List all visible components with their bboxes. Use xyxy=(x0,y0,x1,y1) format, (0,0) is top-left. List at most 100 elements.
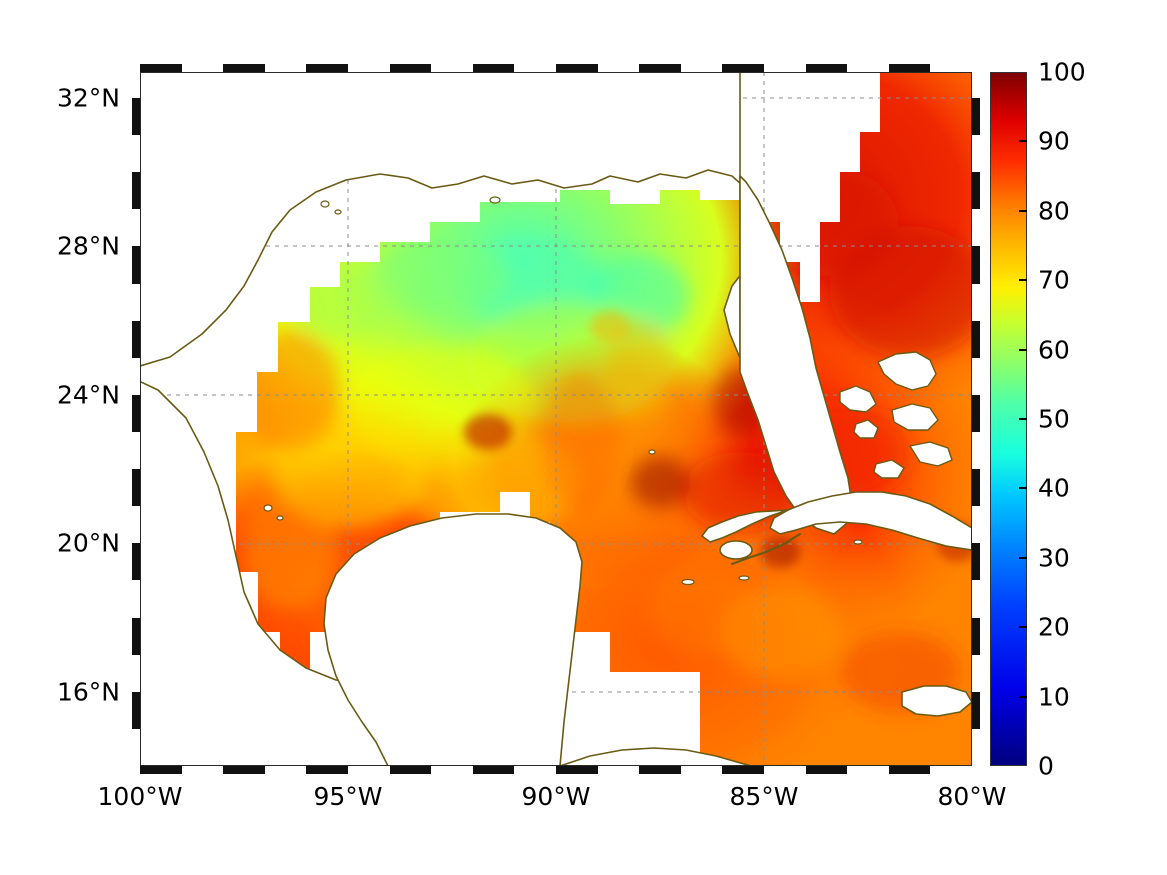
colorbar-tick-mark-5 xyxy=(1019,418,1027,420)
colorbar-tick-mark-4 xyxy=(1019,487,1027,490)
frame-tick-block xyxy=(514,766,556,774)
frame-tick-block xyxy=(805,766,848,774)
colorbar-tick-label-2: 20 xyxy=(1038,612,1070,642)
frame-tick-block xyxy=(132,654,140,692)
frame-tick-block xyxy=(805,64,848,72)
frame-tick-block xyxy=(972,691,980,729)
frame-tick-block xyxy=(888,766,931,774)
frame-tick-block xyxy=(132,209,140,247)
colorbar[interactable]: 0 10 20 30 40 50 60 70 80 90 100 xyxy=(990,60,1086,779)
ytick-label-0: 16°N xyxy=(56,677,120,707)
colorbar-tick-label-9: 90 xyxy=(1038,126,1070,156)
coast-us-gulf-outline xyxy=(140,72,763,373)
colorbar-tick-label-3: 30 xyxy=(1038,543,1070,573)
frame-tick-block xyxy=(597,766,640,774)
frame-tick-block xyxy=(972,431,980,470)
frame-tick-block xyxy=(972,320,980,358)
frame-tick-block xyxy=(597,64,640,72)
colorbar-tick-label-6: 60 xyxy=(1038,335,1070,365)
frame-tick-block xyxy=(132,283,140,321)
coast-cuba xyxy=(769,491,972,551)
frame-tick-block xyxy=(764,766,806,774)
colorbar-tick-label-8: 80 xyxy=(1038,196,1070,226)
frame-tick-block xyxy=(556,766,598,774)
ytick-label-2: 24°N xyxy=(56,380,120,410)
colorbar-tick-label-10: 100 xyxy=(1038,57,1086,87)
colorbar-tick-label-0: 0 xyxy=(1038,751,1054,781)
frame-tick-block xyxy=(972,506,980,544)
frame-tick-block xyxy=(972,580,980,618)
frame-tick-block xyxy=(132,469,140,507)
colorbar-tick-mark-8 xyxy=(1019,209,1027,212)
frame-tick-block xyxy=(888,64,931,72)
frame-tick-block xyxy=(223,64,265,72)
frame-tick-block xyxy=(223,766,265,774)
frame-tick-block xyxy=(140,766,182,774)
frame-tick-block xyxy=(556,64,598,72)
frame-tick-block xyxy=(972,72,980,98)
frame-tick-block xyxy=(132,394,140,432)
colorbar-tick-mark-7 xyxy=(1019,279,1027,282)
frame-tick-block xyxy=(680,766,723,774)
colorbar-tick-mark-6 xyxy=(1019,348,1027,351)
frame-tick-block xyxy=(972,469,980,507)
frame-tick-block xyxy=(389,64,432,72)
xtick-label-3: 85°W xyxy=(729,782,799,811)
frame-tick-block xyxy=(132,97,140,136)
frame-tick-block xyxy=(132,72,140,98)
frame-tick-block xyxy=(132,431,140,470)
frame-tick-block xyxy=(132,691,140,729)
frame-tick-block xyxy=(132,617,140,655)
frame-tick-block xyxy=(389,766,432,774)
map-data-layer xyxy=(140,72,972,766)
frame-tick-block xyxy=(680,64,723,72)
map-frame-right xyxy=(972,64,980,774)
frame-tick-block xyxy=(306,64,348,72)
frame-tick-block xyxy=(722,766,764,774)
xtick-label-4: 80°W xyxy=(937,782,1007,811)
frame-tick-block xyxy=(348,766,390,774)
map-frame-top xyxy=(132,64,980,72)
colorbar-tick-mark-3 xyxy=(1019,556,1027,559)
frame-tick-block xyxy=(972,172,980,210)
coast-florida xyxy=(739,175,853,535)
frame-tick-block xyxy=(972,394,980,432)
frame-tick-block xyxy=(972,283,980,321)
ytick-label-3: 28°N xyxy=(56,231,120,261)
coast-florida-keys xyxy=(730,532,802,566)
frame-tick-block xyxy=(847,766,889,774)
map-frame-left xyxy=(132,64,140,774)
map-svg xyxy=(140,72,972,766)
coast-jamaica xyxy=(901,685,972,717)
frame-tick-block xyxy=(930,766,972,774)
frame-tick-block xyxy=(972,97,980,136)
frame-tick-block xyxy=(181,766,224,774)
coast-yucatan xyxy=(323,513,583,766)
frame-tick-block xyxy=(972,246,980,284)
coast-isla-juventud xyxy=(719,540,753,560)
frame-tick-block xyxy=(132,506,140,544)
frame-tick-block xyxy=(639,64,681,72)
frame-tick-block xyxy=(930,64,972,72)
frame-tick-block xyxy=(972,654,980,692)
frame-tick-block xyxy=(472,64,515,72)
coast-bahamas xyxy=(839,351,953,479)
frame-tick-block xyxy=(132,728,140,766)
frame-tick-block xyxy=(264,766,307,774)
frame-tick-block xyxy=(722,64,764,72)
colorbar-tick-mark-1 xyxy=(1019,695,1027,698)
frame-tick-block xyxy=(764,64,806,72)
map-axes[interactable] xyxy=(132,64,980,774)
land-masks xyxy=(140,72,972,766)
colorbar-tick-label-7: 70 xyxy=(1038,265,1070,295)
map-frame-bottom xyxy=(132,766,980,774)
frame-tick-block xyxy=(431,766,473,774)
xtick-label-2: 90°W xyxy=(521,782,591,811)
xtick-label-1: 95°W xyxy=(313,782,383,811)
colorbar-tick-label-4: 40 xyxy=(1038,473,1070,503)
frame-tick-block xyxy=(972,357,980,395)
frame-tick-block xyxy=(472,766,515,774)
xtick-label-0: 100°W xyxy=(97,782,183,811)
frame-tick-block xyxy=(132,172,140,210)
